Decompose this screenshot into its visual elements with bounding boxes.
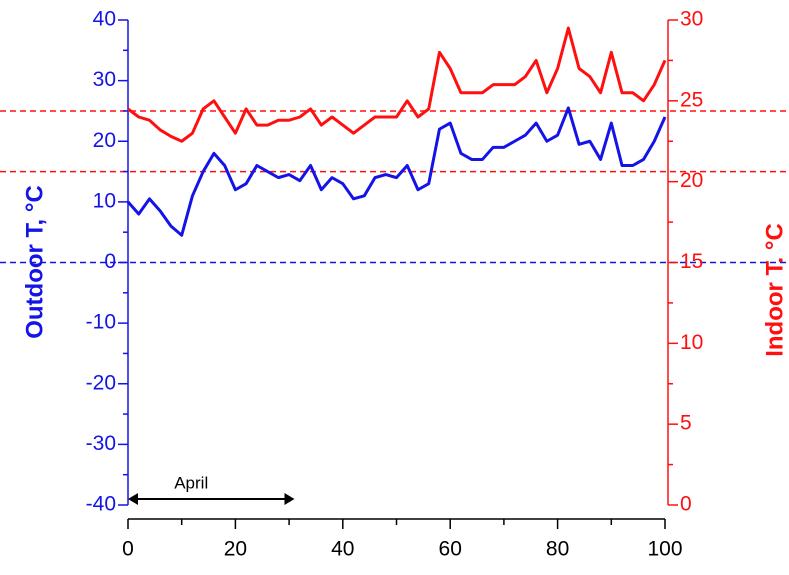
x-tick-label: 60 bbox=[439, 538, 462, 561]
x-tick-label: 100 bbox=[647, 538, 682, 561]
series-line bbox=[127, 26, 667, 143]
y-tick-label: -30 bbox=[86, 432, 116, 455]
x-tick-label: 0 bbox=[122, 538, 134, 561]
y2-tick-label: 30 bbox=[680, 8, 703, 31]
y-tick-label: -10 bbox=[86, 311, 116, 334]
y-tick-label: 40 bbox=[93, 8, 116, 31]
arrow-head bbox=[128, 493, 138, 505]
y-tick-label: -40 bbox=[86, 493, 116, 516]
y-tick-label: 30 bbox=[93, 68, 116, 91]
annotation-label: April bbox=[174, 473, 208, 492]
y2-tick-label: 20 bbox=[680, 169, 703, 192]
y-tick-label: -20 bbox=[86, 371, 116, 394]
x-tick-label: 40 bbox=[331, 538, 354, 561]
y2-tick-label: 15 bbox=[680, 250, 703, 273]
y2-axis-title: Indoor T. °C bbox=[761, 223, 788, 357]
arrow-head bbox=[284, 493, 295, 505]
x-tick-label: 20 bbox=[224, 538, 247, 561]
y2-tick-label: 5 bbox=[680, 412, 692, 435]
y-tick-label: 10 bbox=[93, 189, 116, 212]
y-tick-label: 20 bbox=[93, 129, 116, 152]
y-tick-label: 0 bbox=[104, 250, 116, 273]
y2-tick-label: 0 bbox=[680, 493, 692, 516]
series-line bbox=[126, 106, 667, 237]
y2-tick-label: 25 bbox=[680, 88, 703, 111]
x-tick-label: 80 bbox=[546, 538, 569, 561]
y2-tick-label: 10 bbox=[680, 331, 703, 354]
